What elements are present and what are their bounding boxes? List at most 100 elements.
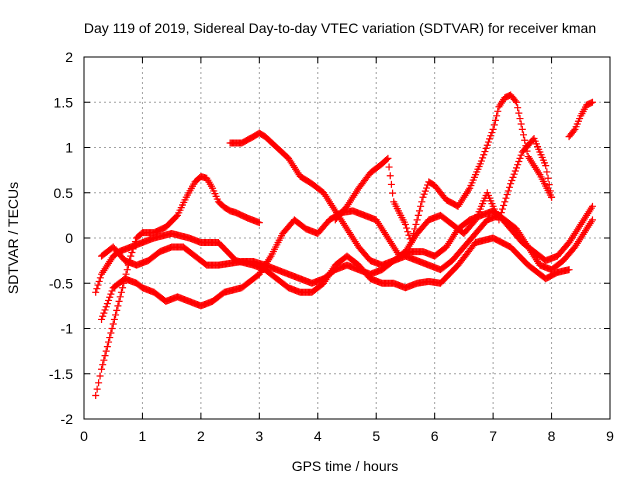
data-point	[103, 300, 111, 308]
data-point	[543, 168, 551, 176]
data-point	[516, 154, 524, 162]
data-point	[102, 347, 110, 355]
data-point	[479, 154, 487, 162]
data-point	[487, 132, 495, 140]
data-point	[117, 288, 125, 296]
y-tick-label: 0	[65, 230, 73, 246]
x-tick-label: 1	[139, 428, 147, 444]
data-point	[588, 202, 596, 210]
data-point	[486, 135, 494, 143]
series-pass-6	[331, 91, 556, 247]
x-tick-label: 5	[372, 428, 380, 444]
data-point	[494, 107, 502, 115]
data-point	[588, 98, 596, 106]
data-point	[509, 173, 517, 181]
data-point	[418, 198, 426, 206]
data-point	[98, 315, 106, 323]
data-point	[410, 229, 418, 237]
data-point	[408, 234, 416, 242]
data-markers	[92, 91, 596, 399]
data-point	[522, 142, 530, 150]
data-point	[101, 352, 109, 360]
y-tick-label: 2	[65, 49, 73, 65]
data-point	[504, 187, 512, 195]
data-point	[387, 180, 395, 188]
data-point	[105, 338, 113, 346]
data-point	[515, 158, 523, 166]
data-point	[510, 170, 518, 178]
series-pass-5	[226, 129, 556, 269]
data-point	[544, 174, 552, 182]
data-point	[107, 290, 115, 298]
data-point	[488, 129, 496, 137]
data-point	[106, 334, 114, 342]
data-point	[99, 312, 107, 320]
data-point	[517, 151, 525, 159]
x-axis-label: GPS time / hours	[292, 458, 399, 474]
data-point	[507, 180, 515, 188]
data-point	[588, 216, 596, 224]
data-point	[491, 116, 499, 124]
x-tick-label: 4	[314, 428, 322, 444]
data-point	[383, 155, 391, 163]
data-point	[415, 207, 423, 215]
data-point	[508, 177, 516, 185]
x-tick-label: 7	[489, 428, 497, 444]
data-point	[518, 125, 526, 133]
data-point	[484, 138, 492, 146]
data-point	[98, 365, 106, 373]
data-point	[481, 148, 489, 156]
y-tick-label: -1	[61, 321, 74, 337]
data-point	[514, 104, 522, 112]
data-point	[490, 121, 498, 129]
data-point	[386, 172, 394, 180]
data-point	[413, 216, 421, 224]
data-point	[420, 190, 428, 198]
x-tick-label: 2	[197, 428, 205, 444]
data-point	[517, 120, 525, 128]
data-point	[405, 231, 413, 239]
data-point	[421, 187, 429, 195]
data-point	[542, 162, 550, 170]
y-tick-label: -1.5	[49, 366, 73, 382]
data-point	[548, 193, 556, 201]
data-point	[515, 109, 523, 117]
x-tick-label: 3	[255, 428, 263, 444]
data-point	[403, 224, 411, 232]
y-tick-labels: -2 -1.5 -1 -0.5 0 0.5 1 1.5 2	[49, 49, 73, 427]
data-point	[128, 248, 136, 256]
data-point	[505, 183, 513, 191]
data-point	[407, 239, 415, 247]
data-point	[119, 284, 127, 292]
data-point	[389, 189, 397, 197]
data-point	[570, 127, 578, 135]
data-point	[404, 228, 412, 236]
data-point	[483, 141, 491, 149]
data-point	[123, 266, 131, 274]
data-point	[92, 391, 100, 399]
data-point	[512, 164, 520, 172]
data-point	[385, 163, 393, 171]
series-pass-4	[98, 202, 596, 287]
data-point	[498, 205, 506, 213]
data-point	[482, 144, 490, 152]
data-point	[172, 213, 180, 221]
data-point	[489, 125, 497, 133]
y-tick-label: 1	[65, 140, 73, 156]
data-point	[565, 266, 573, 274]
data-point	[516, 115, 524, 123]
data-point	[113, 306, 121, 314]
data-point	[95, 379, 103, 387]
data-point	[523, 147, 531, 155]
data-point	[417, 202, 425, 210]
data-point	[95, 277, 103, 285]
data-point	[497, 209, 505, 217]
series-pass-1	[92, 172, 263, 399]
data-point	[105, 296, 113, 304]
data-point	[545, 181, 553, 189]
data-point	[503, 191, 511, 199]
data-point	[106, 293, 114, 301]
data-point	[511, 167, 519, 175]
data-point	[107, 329, 115, 337]
data-point	[101, 306, 109, 314]
